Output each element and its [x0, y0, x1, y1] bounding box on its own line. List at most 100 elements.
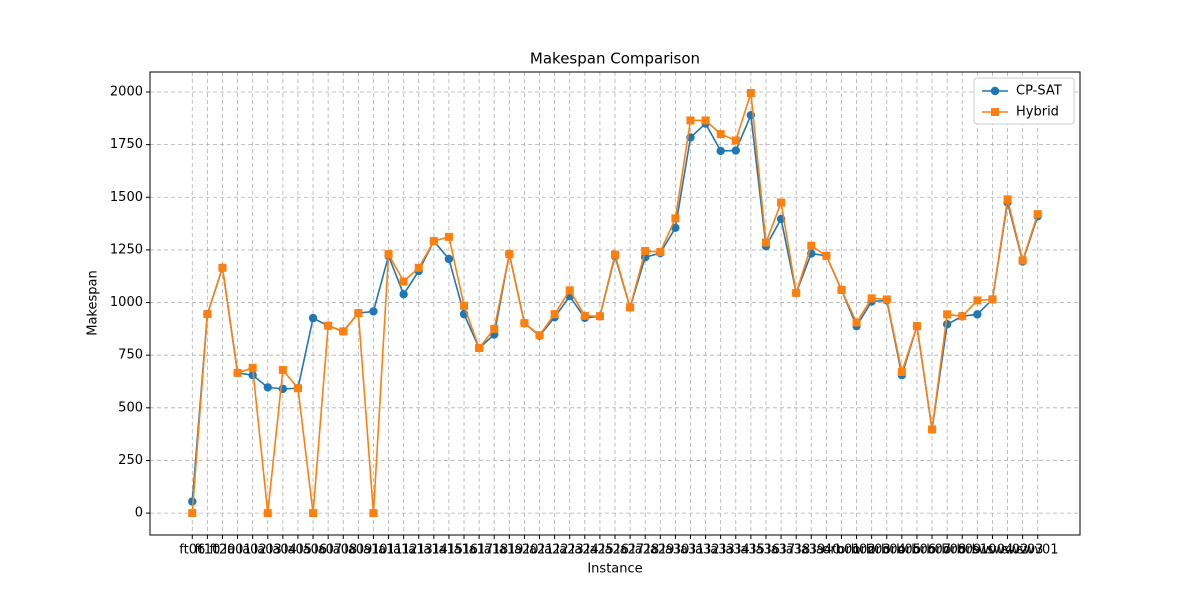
- point: [656, 248, 665, 257]
- point: [731, 146, 740, 155]
- x-tick-label: la13: [405, 543, 433, 558]
- x-tick-label: la18: [480, 543, 508, 558]
- point: [777, 198, 786, 207]
- x-tick-label: la22: [541, 543, 569, 558]
- x-tick-label: swv02: [987, 543, 1029, 558]
- point: [686, 116, 695, 125]
- x-tick-label: la32: [692, 543, 720, 558]
- point: [792, 288, 801, 297]
- x-tick-label: la21: [525, 543, 553, 558]
- point: [991, 108, 999, 116]
- point: [429, 237, 438, 246]
- x-tick-label: orb02: [838, 543, 876, 558]
- point: [505, 250, 514, 259]
- x-tick-label: la10: [359, 543, 387, 558]
- x-tick-label: la06: [299, 543, 327, 558]
- x-tick-label: la14: [420, 543, 448, 558]
- x-tick-label: swv04: [972, 543, 1014, 558]
- x-tick-label: la39: [797, 543, 825, 558]
- point: [444, 254, 454, 264]
- x-tick-label: la05: [284, 543, 312, 558]
- point: [460, 301, 469, 310]
- point: [837, 285, 846, 294]
- legend-label: CP-SAT: [1016, 84, 1062, 99]
- point: [761, 238, 770, 247]
- x-tick-label: la33: [707, 543, 735, 558]
- x-tick-label: ft10: [194, 543, 220, 558]
- x-tick-label: orb08: [928, 543, 966, 558]
- y-tick-label: 1250: [110, 242, 143, 257]
- point: [263, 383, 272, 392]
- x-tick-label: la04: [269, 543, 297, 558]
- point: [550, 310, 559, 319]
- legend: CP-SAT Hybrid: [973, 77, 1075, 125]
- point: [475, 344, 484, 353]
- point: [701, 116, 710, 125]
- point: [580, 311, 589, 320]
- x-tick-label: orb07: [913, 543, 951, 558]
- point: [595, 312, 604, 321]
- x-tick-label: la38: [782, 543, 810, 558]
- chart-title: Makespan Comparison: [530, 50, 700, 68]
- point: [369, 307, 378, 316]
- point: [943, 310, 952, 319]
- point: [278, 365, 287, 374]
- point: [339, 327, 348, 336]
- x-tick-label: la23: [556, 543, 584, 558]
- point: [399, 290, 408, 299]
- x-tick-label: la31: [676, 543, 704, 558]
- x-tick-label: la17: [465, 543, 493, 558]
- x-tick-label: la28: [631, 543, 659, 558]
- x-tick-label: la35: [737, 543, 765, 558]
- point: [354, 309, 363, 318]
- point: [671, 223, 680, 233]
- point: [293, 384, 302, 393]
- x-tick-label: la19: [495, 543, 523, 558]
- y-tick-label: 0: [135, 506, 143, 521]
- x-tick-label: la25: [586, 543, 614, 558]
- point: [535, 331, 544, 340]
- x-tick-label: swv01: [1017, 543, 1059, 558]
- series: [188, 89, 1042, 518]
- point: [309, 509, 318, 518]
- x-tick-label: la26: [601, 543, 629, 558]
- point: [942, 320, 952, 329]
- legend-label: Hybrid: [1016, 105, 1059, 120]
- point: [867, 294, 876, 303]
- point: [671, 214, 680, 223]
- x-tick-label: orb06: [898, 543, 936, 558]
- x-tick-label: orb05: [883, 543, 921, 558]
- point: [882, 295, 891, 304]
- point: [369, 509, 378, 518]
- point: [990, 86, 1000, 96]
- point: [490, 324, 499, 333]
- y-tick-label: 2000: [110, 85, 143, 100]
- point: [928, 425, 937, 434]
- x-tick-label: la15: [435, 543, 463, 558]
- y-axis-label: Makespan: [86, 270, 101, 335]
- point: [973, 296, 982, 305]
- y-tick-label: 1000: [110, 295, 143, 310]
- plot-frame: [149, 71, 1081, 536]
- point: [308, 313, 318, 323]
- point: [746, 89, 755, 98]
- x-axis-label: Instance: [587, 562, 642, 577]
- point: [1033, 210, 1042, 219]
- point: [233, 368, 242, 377]
- point: [248, 363, 257, 372]
- point: [626, 303, 635, 312]
- point: [912, 322, 921, 331]
- point: [263, 509, 272, 518]
- x-tick-label: la36: [752, 543, 780, 558]
- point: [324, 321, 333, 330]
- y-tick-label: 1500: [110, 190, 143, 205]
- point: [641, 246, 650, 255]
- point: [1003, 195, 1012, 204]
- point: [565, 286, 574, 295]
- point: [822, 251, 831, 260]
- x-tick-label: la37: [767, 543, 795, 558]
- x-tick-label: la08: [329, 543, 357, 558]
- x-tick-label: la01: [224, 543, 252, 558]
- x-tick-label: orb04: [868, 543, 906, 558]
